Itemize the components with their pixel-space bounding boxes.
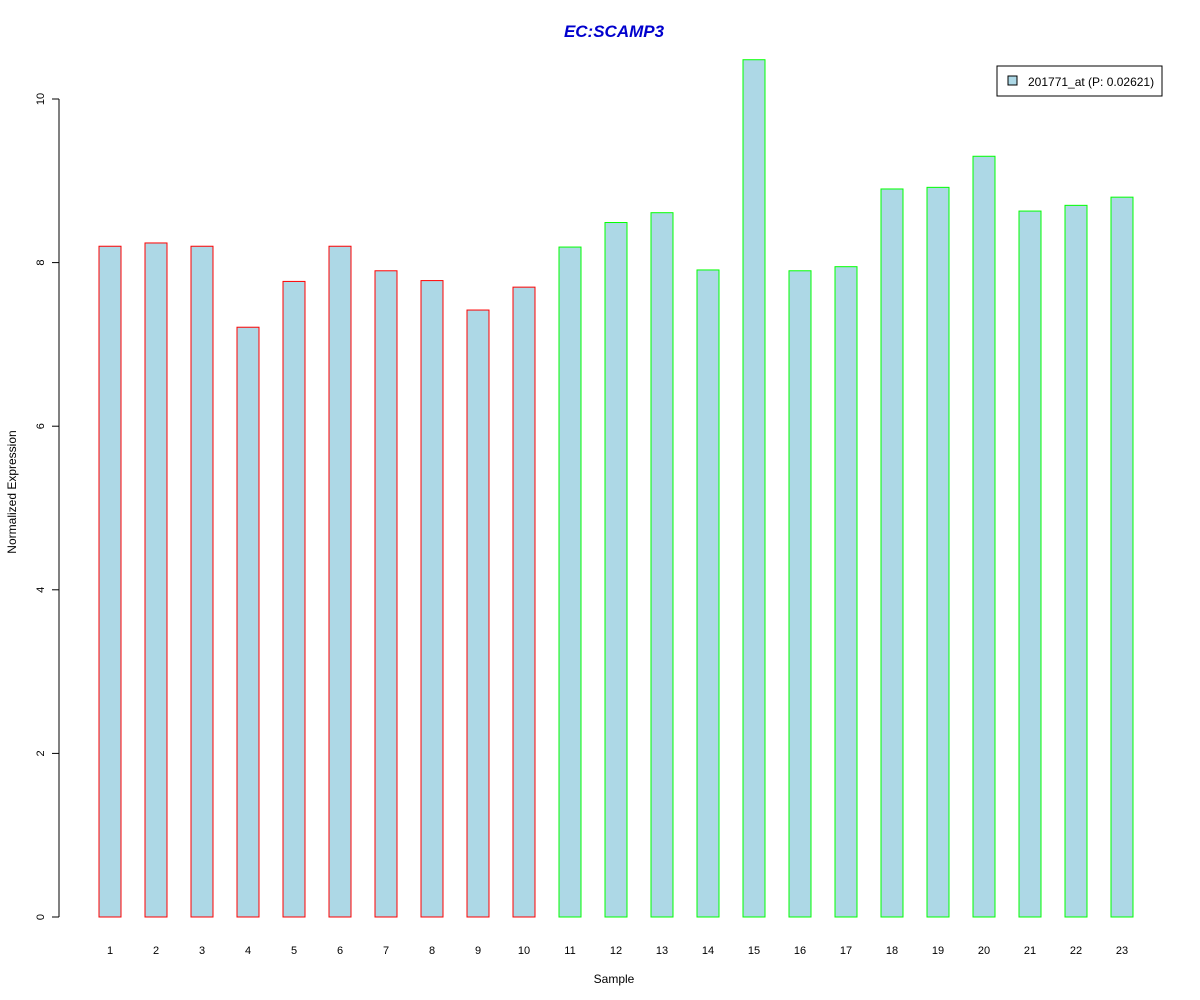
bar-sample-1	[98, 245, 122, 918]
y-tick-label: 6	[35, 423, 47, 429]
x-tick-label: 15	[748, 945, 760, 957]
x-tick-label: 8	[429, 945, 435, 957]
bar-sample-15	[742, 59, 766, 918]
bar-sample-2	[144, 242, 168, 918]
legend: 201771_at (P: 0.02621)	[996, 65, 1163, 97]
x-tick-label: 3	[199, 945, 205, 957]
x-tick-label: 11	[564, 945, 575, 957]
bar-sample-12	[604, 222, 628, 918]
bar-sample-17	[834, 266, 858, 918]
x-axis-title: Sample	[594, 972, 635, 986]
bar-sample-14	[696, 269, 720, 918]
bar-sample-22	[1064, 204, 1088, 918]
bar-sample-13	[650, 212, 674, 918]
y-axis-title: Normalized Expression	[5, 430, 19, 553]
bar-sample-21	[1018, 210, 1042, 918]
x-tick-labels: 1 2 3 4 5 6 7 8 9 10 11 12 13 14 15 16 17 18 19 20 21 22 23	[107, 945, 1128, 957]
x-tick-label: 23	[1116, 945, 1128, 957]
legend-label: 201771_at (P: 0.02621)	[1028, 75, 1154, 89]
bar-sample-7	[374, 270, 398, 918]
x-tick-label: 13	[656, 945, 668, 957]
y-tick-label: 4	[35, 587, 47, 593]
y-axis-ticks: 0 2 4 6 8 10	[35, 93, 59, 920]
x-tick-label: 5	[291, 945, 297, 957]
x-tick-label: 14	[702, 945, 714, 957]
x-tick-label: 18	[886, 945, 898, 957]
x-tick-label: 17	[840, 945, 852, 957]
bar-sample-23	[1110, 196, 1134, 918]
bar-sample-11	[558, 246, 582, 918]
x-tick-label: 12	[610, 945, 622, 957]
bar-sample-9	[466, 309, 490, 918]
bars	[98, 59, 1134, 918]
bar-sample-5	[282, 280, 306, 918]
y-tick-label: 10	[35, 93, 47, 105]
bar-sample-19	[926, 186, 950, 918]
x-tick-label: 22	[1070, 945, 1082, 957]
x-tick-label: 21	[1024, 945, 1036, 957]
legend-box	[996, 65, 1163, 97]
bar-sample-3	[190, 245, 214, 918]
bar-sample-4	[236, 326, 260, 918]
x-tick-label: 6	[337, 945, 343, 957]
x-tick-label: 9	[475, 945, 481, 957]
bar-sample-10	[512, 286, 536, 918]
bar-sample-20	[972, 155, 996, 918]
chart-title: EC:SCAMP3	[564, 22, 665, 41]
bar-sample-18	[880, 188, 904, 918]
y-tick-label: 0	[35, 914, 47, 920]
x-tick-label: 16	[794, 945, 806, 957]
legend-swatch	[1007, 75, 1018, 86]
y-tick-label: 8	[35, 260, 47, 266]
bar-sample-16	[788, 270, 812, 918]
x-tick-label: 20	[978, 945, 990, 957]
x-tick-label: 4	[245, 945, 251, 957]
x-tick-label: 19	[932, 945, 944, 957]
x-tick-label: 1	[107, 945, 113, 957]
x-tick-label: 2	[153, 945, 159, 957]
x-tick-label: 10	[518, 945, 530, 957]
y-tick-label: 2	[35, 750, 47, 756]
bar-sample-6	[328, 245, 352, 918]
x-tick-label: 7	[383, 945, 389, 957]
bar-sample-8	[420, 280, 444, 918]
